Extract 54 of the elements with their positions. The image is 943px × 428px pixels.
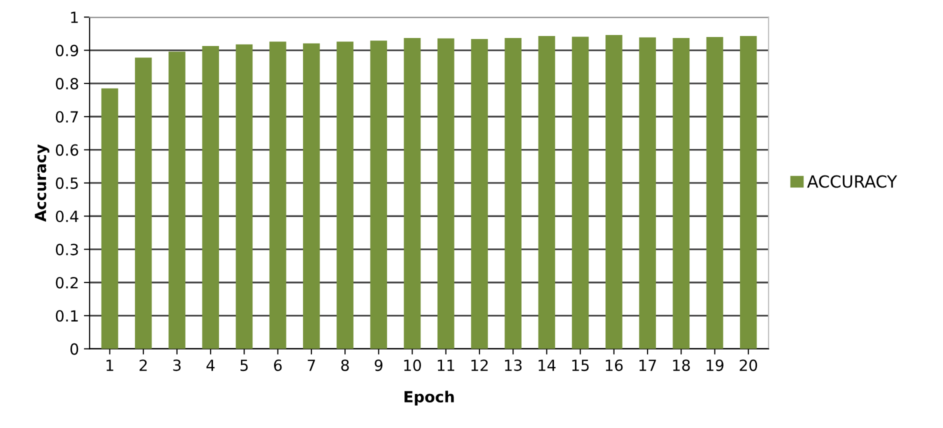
legend-label: ACCURACY [807,175,898,188]
x-tick-label: 10 [404,360,421,372]
bar [336,42,354,349]
x-tick-label: 7 [308,360,315,371]
y-tick-label: 0.1 [56,310,78,322]
bar [404,38,421,349]
y-tick-label: 0.5 [56,177,78,189]
y-tick-label: 0.4 [56,210,78,222]
x-tick-label: 13 [505,360,522,372]
bar [168,52,186,349]
x-tick-label: 20 [740,360,758,372]
bar [236,44,253,349]
bar [504,38,522,349]
y-tick-label: 1 [71,12,78,23]
y-tick-label: 0.8 [56,78,78,90]
bar [437,38,454,349]
bar [134,58,152,349]
y-axis-title: Accuracy [34,144,50,222]
y-tick-label: 0.2 [56,276,78,288]
bar [101,88,118,349]
bar [606,35,622,349]
x-tick-label: 9 [374,360,382,372]
y-tick-label: 0.9 [56,44,78,56]
x-axis-title: Epoch [404,390,454,406]
bar [538,36,556,349]
x-tick-label: 6 [274,360,282,372]
bar [202,46,219,349]
x-tick-label: 3 [173,360,181,372]
bar [370,40,388,349]
x-tick-label: 11 [438,360,454,371]
x-tick-label: 17 [640,360,656,371]
x-tick-label: 15 [572,360,589,372]
bar [471,39,488,349]
x-tick-label: 16 [606,360,623,372]
bar [303,43,320,349]
x-tick-label: 19 [706,360,724,372]
bar [706,37,724,349]
x-tick-label: 8 [341,360,349,372]
x-tick-label: 1 [106,360,114,371]
x-tick-label: 4 [206,360,215,371]
bar [269,42,286,349]
y-tick-label: 0.3 [56,244,78,256]
bar [740,36,757,349]
y-tick-label: 0.6 [56,144,78,156]
y-tick-label: 0 [70,343,78,355]
bar [572,36,589,349]
y-tick-label: 0.7 [56,111,78,123]
x-tick-label: 5 [240,360,248,372]
x-tick-label: 14 [538,360,556,371]
x-tick-label: 2 [140,360,147,371]
x-tick-label: 18 [673,360,690,372]
bar [639,37,656,349]
x-tick-label: 12 [471,360,488,371]
bar [672,38,690,349]
